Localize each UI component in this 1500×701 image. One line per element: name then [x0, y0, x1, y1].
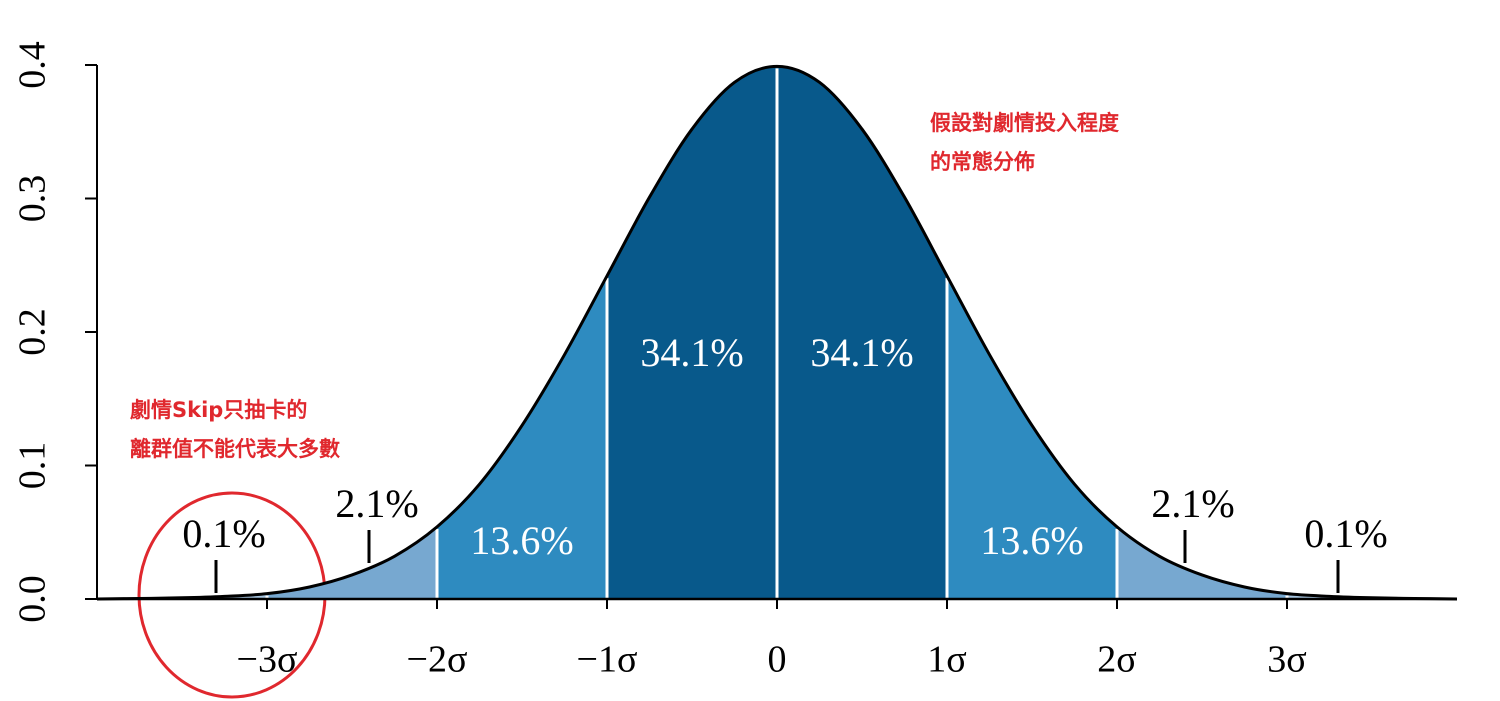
x-tick-label: 2σ [1097, 639, 1136, 681]
y-tick-label: 0.3 [12, 175, 54, 223]
x-tick-label: −1σ [577, 639, 638, 681]
x-tick-label: −2σ [407, 639, 468, 681]
x-tick-label: 3σ [1267, 639, 1306, 681]
region-label: 2.1% [1151, 481, 1234, 526]
annotation: 離群值不能代表大多數 [130, 437, 340, 461]
region [267, 526, 437, 599]
y-tick-label: 0.2 [12, 308, 54, 356]
region-label: 34.1% [810, 330, 913, 375]
annotation: 假設對劇情投入程度 [930, 111, 1119, 135]
y-tick-label: 0.0 [12, 575, 54, 623]
region-label: 0.1% [1304, 511, 1387, 556]
region-label: 34.1% [640, 330, 743, 375]
region-label: 13.6% [470, 518, 573, 563]
y-tick-label: 0.4 [12, 41, 54, 89]
x-tick-label: 1σ [927, 639, 966, 681]
region-label: 13.6% [980, 518, 1083, 563]
region [1117, 526, 1287, 599]
region-label: 2.1% [335, 481, 418, 526]
annotation: 的常態分佈 [930, 150, 1035, 174]
density-curve [96, 64, 1458, 601]
region-label: 0.1% [182, 511, 265, 556]
x-tick-label: −3σ [237, 639, 298, 681]
annotation: 劇情Skip只抽卡的 [130, 398, 307, 422]
x-tick-label: 0 [768, 639, 787, 681]
y-tick-label: 0.1 [12, 442, 54, 490]
